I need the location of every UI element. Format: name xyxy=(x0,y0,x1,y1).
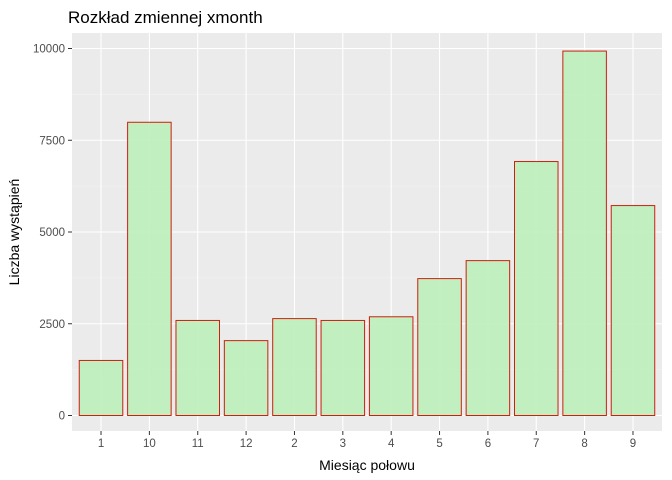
y-tick-label: 5000 xyxy=(39,227,65,239)
x-axis: 1 10 11 12 2 3 4 5 6 7 8 9 xyxy=(98,431,636,450)
x-tick-label: 3 xyxy=(340,438,346,450)
y-tick-label: 2500 xyxy=(39,319,65,331)
x-tick-label: 2 xyxy=(291,438,297,450)
x-tick-label: 10 xyxy=(143,438,156,450)
x-tick-label: 11 xyxy=(192,438,204,450)
y-axis-title: Liczba wystąpień xyxy=(6,179,22,286)
x-tick-label: 7 xyxy=(533,438,539,450)
x-tick-label: 8 xyxy=(581,438,587,450)
bars xyxy=(78,50,656,417)
bar-7 xyxy=(514,161,559,416)
bar-8 xyxy=(562,50,607,416)
bar-10 xyxy=(127,121,172,416)
x-axis-title: Miesiąc połowu xyxy=(319,457,415,473)
chart-title: Rozkład zmiennej xmonth xyxy=(68,8,263,27)
y-tick-label: 10000 xyxy=(33,44,65,56)
bar-1 xyxy=(78,359,124,417)
bar-5 xyxy=(417,278,462,417)
x-tick-label: 9 xyxy=(630,438,636,450)
y-axis: 0 2500 5000 7500 10000 xyxy=(33,44,72,423)
bar-3 xyxy=(320,319,366,416)
x-tick-label: 5 xyxy=(436,438,442,450)
y-tick-label: 0 xyxy=(59,411,65,423)
x-tick-label: 6 xyxy=(485,438,491,450)
bar-6 xyxy=(465,260,511,416)
x-tick-label: 1 xyxy=(98,438,104,450)
bar-9 xyxy=(610,205,656,416)
bar-2 xyxy=(272,318,317,416)
x-tick-label: 12 xyxy=(240,438,253,450)
bar-11 xyxy=(175,319,220,416)
bar-12 xyxy=(223,340,269,416)
y-tick-label: 7500 xyxy=(39,135,65,147)
bar-4 xyxy=(368,316,414,417)
x-tick-label: 4 xyxy=(388,438,395,450)
